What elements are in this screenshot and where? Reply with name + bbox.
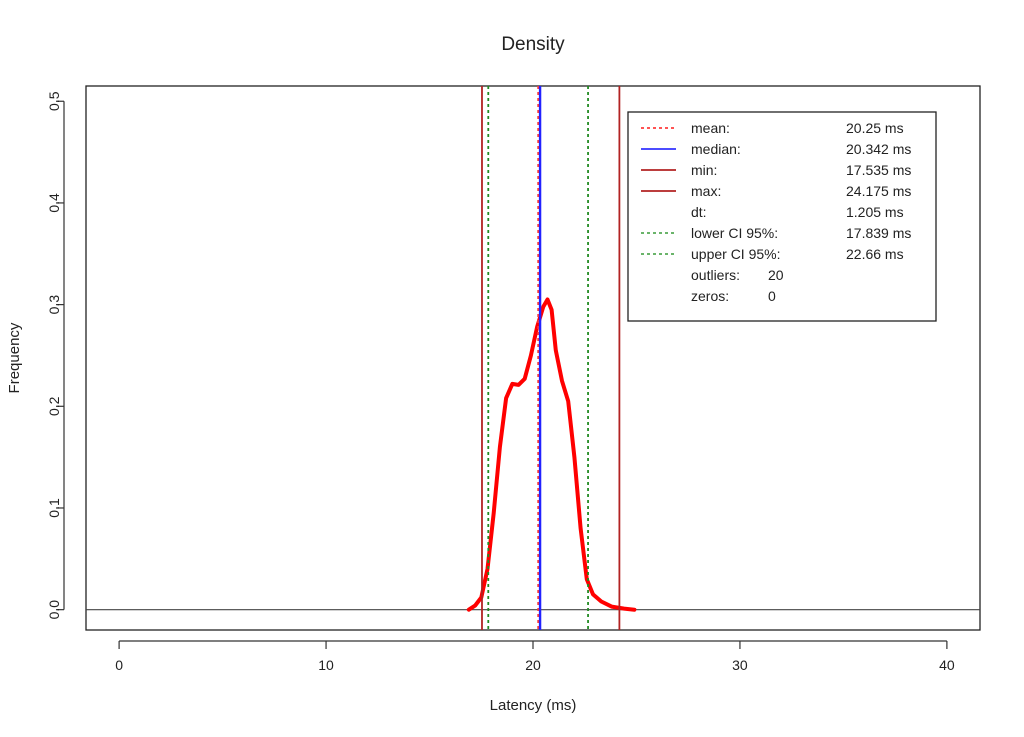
y-tick-label: 0.5 bbox=[46, 91, 62, 111]
legend-value: 22.66 ms bbox=[846, 246, 904, 262]
legend-value: 17.535 ms bbox=[846, 162, 911, 178]
y-tick-label: 0.1 bbox=[46, 498, 62, 518]
x-tick-label: 10 bbox=[318, 657, 334, 673]
legend-value: 17.839 ms bbox=[846, 225, 911, 241]
legend-value: 24.175 ms bbox=[846, 183, 911, 199]
chart-title: Density bbox=[501, 34, 565, 55]
density-curve bbox=[466, 297, 637, 612]
y-tick-label: 0.3 bbox=[46, 295, 62, 315]
legend-label: lower CI 95%: bbox=[691, 225, 778, 241]
y-axis-label: Frequency bbox=[6, 322, 23, 393]
y-tick-label: 0.2 bbox=[46, 396, 62, 416]
plot-area bbox=[86, 86, 980, 630]
legend-value: 20.342 ms bbox=[846, 141, 911, 157]
x-axis-label: Latency (ms) bbox=[490, 697, 577, 714]
plot-frame bbox=[85, 85, 981, 631]
legend-label: outliers: bbox=[691, 267, 740, 283]
legend-label: mean: bbox=[691, 120, 730, 136]
legend-box bbox=[627, 111, 937, 322]
legend-label: median: bbox=[691, 141, 741, 157]
y-tick-label: 0.4 bbox=[46, 193, 62, 213]
x-tick-label: 20 bbox=[525, 657, 541, 673]
legend-label: min: bbox=[691, 162, 717, 178]
y-tick-label: 0.0 bbox=[46, 600, 62, 620]
legend-label: upper CI 95%: bbox=[691, 246, 781, 262]
legend-value: 0 bbox=[768, 288, 776, 304]
x-tick-label: 40 bbox=[939, 657, 955, 673]
legend-value: 20.25 ms bbox=[846, 120, 904, 136]
legend-label: max: bbox=[691, 183, 721, 199]
x-tick-label: 0 bbox=[115, 657, 123, 673]
legend: mean: 20.25 ms median: 20.342 ms min: 17.535 … bbox=[627, 111, 937, 322]
x-axis: 0 10 20 30 40 bbox=[115, 640, 955, 673]
legend-value: 20 bbox=[768, 267, 784, 283]
legend-label: dt: bbox=[691, 204, 707, 220]
legend-value: 1.205 ms bbox=[846, 204, 904, 220]
x-tick-label: 30 bbox=[732, 657, 748, 673]
legend-label: zeros: bbox=[691, 288, 729, 304]
y-axis: 0.0 0.1 0.2 0.3 0.4 0.5 bbox=[46, 91, 65, 620]
